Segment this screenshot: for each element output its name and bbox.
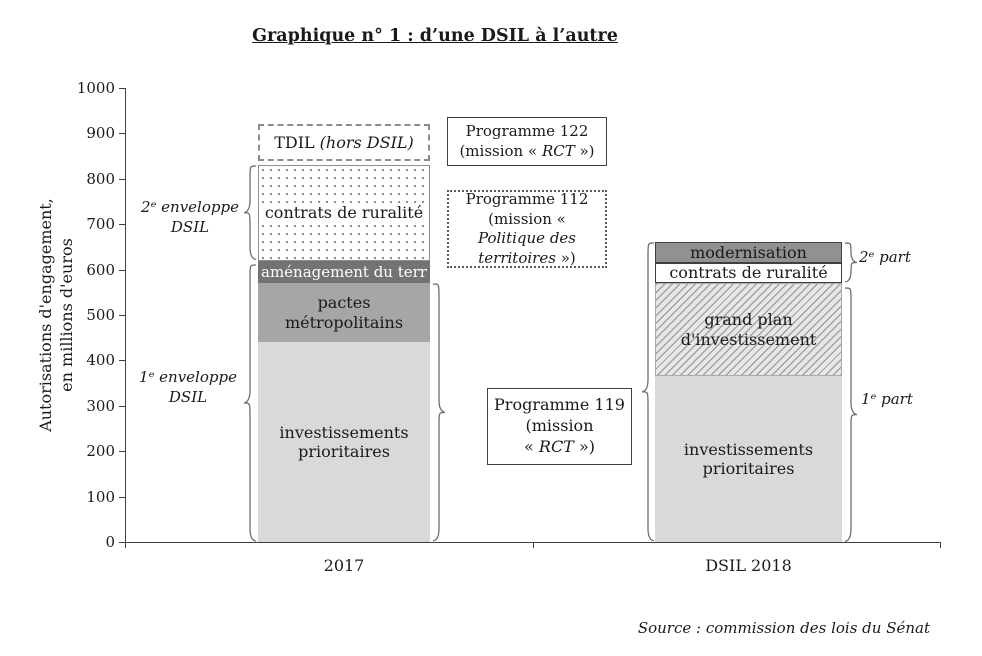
y-tick-mark xyxy=(119,405,125,407)
segment-investissements-prioritaires-2018: investissements prioritaires xyxy=(655,376,842,542)
y-tick-mark xyxy=(119,451,125,453)
y-tick-mark xyxy=(119,133,125,135)
segment-label: aménagement du terr xyxy=(261,262,427,281)
x-tick-mark xyxy=(533,543,534,548)
programme-112-title: Programme 112 xyxy=(465,190,589,208)
programme-112-box: Programme 112 (mission « Politique des t… xyxy=(447,190,607,268)
segment-pactes-metropolitains: pactes métropolitains xyxy=(258,283,430,343)
y-tick-label: 800 xyxy=(86,169,115,188)
tdil-label: TDIL xyxy=(274,132,315,152)
segment-label: investissements prioritaires xyxy=(683,439,814,479)
programme-122-mission: (mission « RCT ») xyxy=(459,141,595,160)
label-2e-part: 2ᵉ part xyxy=(859,248,911,266)
chart-title: Graphique n° 1 : d’une DSIL à l’autre xyxy=(252,26,618,46)
x-axis-line xyxy=(125,542,941,543)
x-tick-mark xyxy=(125,543,126,548)
programme-122-title: Programme 122 xyxy=(465,122,589,140)
y-axis-line xyxy=(125,88,126,543)
segment-label: contrats de ruralité xyxy=(669,263,828,283)
source-caption: Source : commission des lois du Sénat xyxy=(637,619,930,637)
x-category-dsil-2018: DSIL 2018 xyxy=(705,556,792,575)
segment-label: grand plan d'investissement xyxy=(680,310,817,349)
y-tick-mark xyxy=(119,315,125,316)
x-category-2017: 2017 xyxy=(323,556,365,575)
segment-contrats-de-ruralite-2018: contrats de ruralité xyxy=(655,262,842,284)
segment-modernisation: modernisation xyxy=(655,242,842,263)
y-tick-label: 1000 xyxy=(76,79,115,97)
segment-grand-plan-investissement: grand plan d'investissement xyxy=(655,283,842,377)
y-tick-label: 700 xyxy=(86,215,115,234)
segment-label: investissements prioritaires xyxy=(279,422,409,462)
y-tick-label: 100 xyxy=(86,487,115,506)
programme-112-mission: (mission « Politique des territoires ») xyxy=(477,209,577,267)
y-tick-label: 600 xyxy=(86,260,115,279)
brace-1e-part xyxy=(844,287,858,542)
brace-2e-enveloppe xyxy=(243,165,257,261)
bar-dsil-2018: investissements prioritaires grand plan … xyxy=(655,0,842,656)
y-tick-mark xyxy=(119,224,125,226)
segment-label: modernisation xyxy=(690,242,807,262)
programme-119-box: Programme 119 (mission « RCT ») xyxy=(487,388,632,465)
tdil-dashed-box: TDIL (hors DSIL) xyxy=(258,124,430,161)
y-tick-mark xyxy=(119,542,125,543)
y-tick-label: 300 xyxy=(86,396,115,415)
tdil-qualifier: (hors DSIL) xyxy=(319,132,414,152)
y-tick-mark xyxy=(119,178,125,180)
x-tick-mark xyxy=(940,543,941,548)
segment-label: contrats de ruralité xyxy=(261,203,427,223)
y-tick-mark xyxy=(119,360,125,362)
y-tick-label: 200 xyxy=(86,442,115,461)
programme-119-mission-line1: (mission xyxy=(525,416,594,436)
label-2e-enveloppe-dsil: 2ᵉ enveloppe DSIL xyxy=(141,198,239,237)
segment-contrats-de-ruralite-2017: contrats de ruralité xyxy=(258,165,430,261)
label-1e-part: 1ᵉ part xyxy=(861,390,913,408)
label-1e-enveloppe-dsil: 1ᵉ enveloppe DSIL xyxy=(139,368,237,407)
brace-2018-left xyxy=(641,242,655,542)
programme-119-title: Programme 119 xyxy=(494,395,625,415)
y-tick-label: 900 xyxy=(86,124,115,143)
y-tick-label: 400 xyxy=(86,351,115,370)
segment-amenagement-du-territoire: aménagement du terr xyxy=(258,260,430,284)
y-tick-mark xyxy=(119,88,125,89)
y-tick-label: 500 xyxy=(86,306,115,324)
brace-2017-right xyxy=(432,283,446,542)
programme-122-box: Programme 122 (mission « RCT ») xyxy=(447,117,607,166)
y-tick-label: 0 xyxy=(105,533,115,551)
brace-1e-enveloppe xyxy=(243,264,257,542)
brace-2e-part xyxy=(844,242,858,283)
segment-investissements-prioritaires-2017: investissements prioritaires xyxy=(258,342,430,542)
y-tick-mark xyxy=(119,496,125,498)
programme-119-mission-line2: « RCT ») xyxy=(524,436,595,456)
y-tick-mark xyxy=(119,269,125,271)
bar-2017: investissements prioritaires pactes métr… xyxy=(258,0,430,656)
segment-label: pactes métropolitains xyxy=(284,293,404,332)
